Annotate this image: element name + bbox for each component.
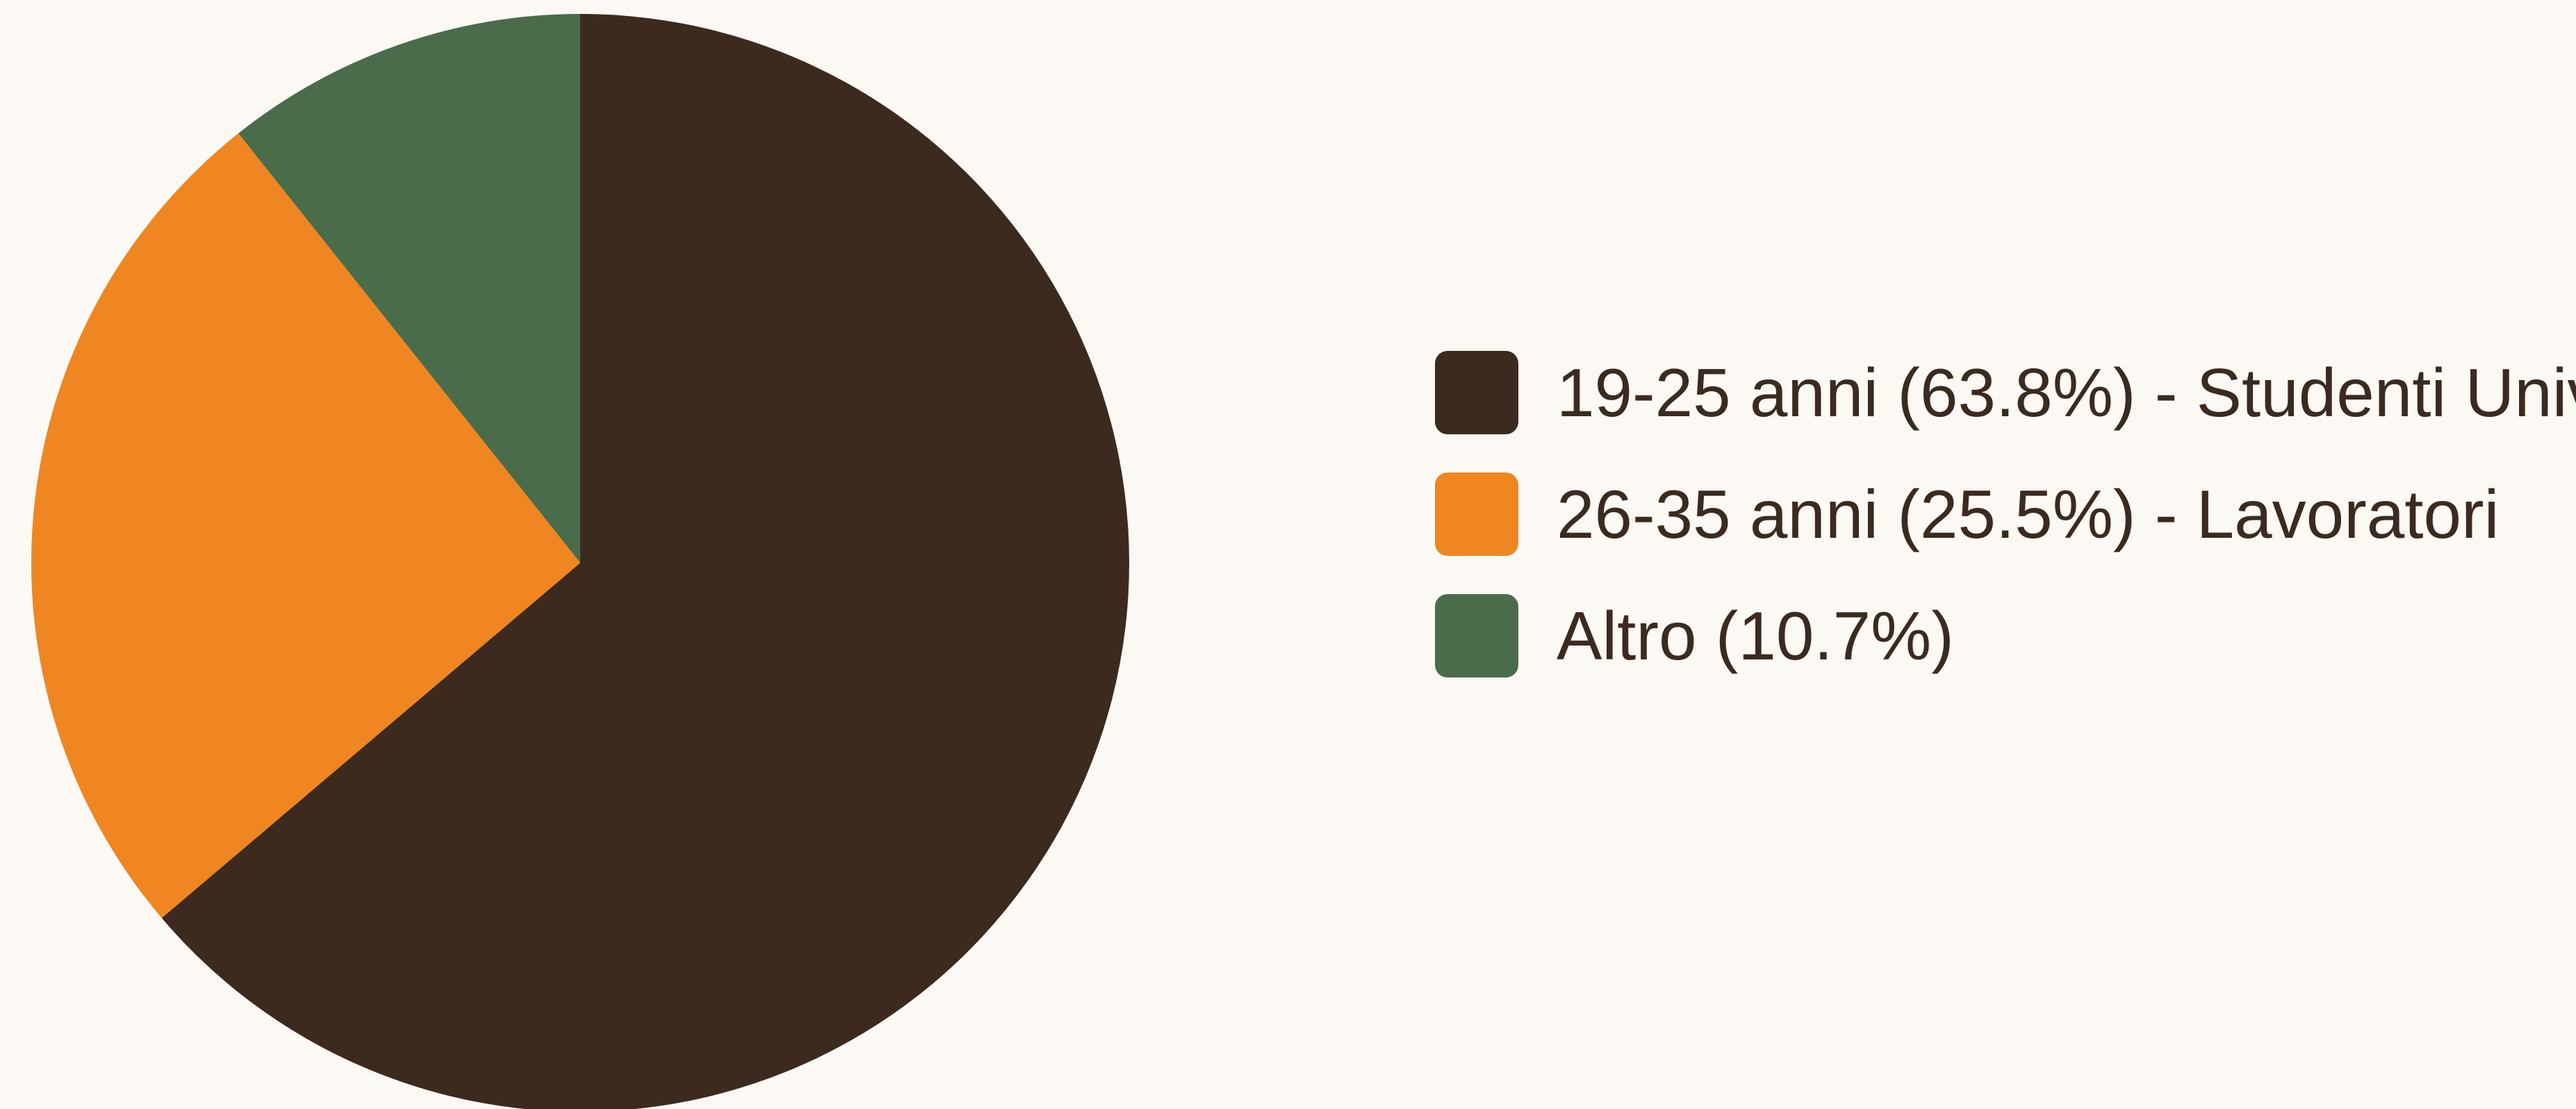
legend-swatch-2: [1435, 473, 1518, 556]
legend-swatch-3: [1435, 594, 1518, 677]
pie-slices: [31, 14, 1129, 1109]
pie-slice-3: [238, 14, 580, 563]
legend-label-1: 19-25 anni (63.8%) - Studenti Univ.: [1557, 354, 2576, 431]
pie-slice-2: [31, 133, 580, 919]
legend: 19-25 anni (63.8%) - Studenti Univ. 26-35…: [1435, 351, 2576, 677]
pie-slice-1: [161, 14, 1129, 1109]
legend-label-2: 26-35 anni (25.5%) - Lavoratori: [1557, 476, 2499, 552]
legend-label-3: Altro (10.7%): [1557, 598, 1954, 674]
legend-swatch-1: [1435, 351, 1518, 434]
